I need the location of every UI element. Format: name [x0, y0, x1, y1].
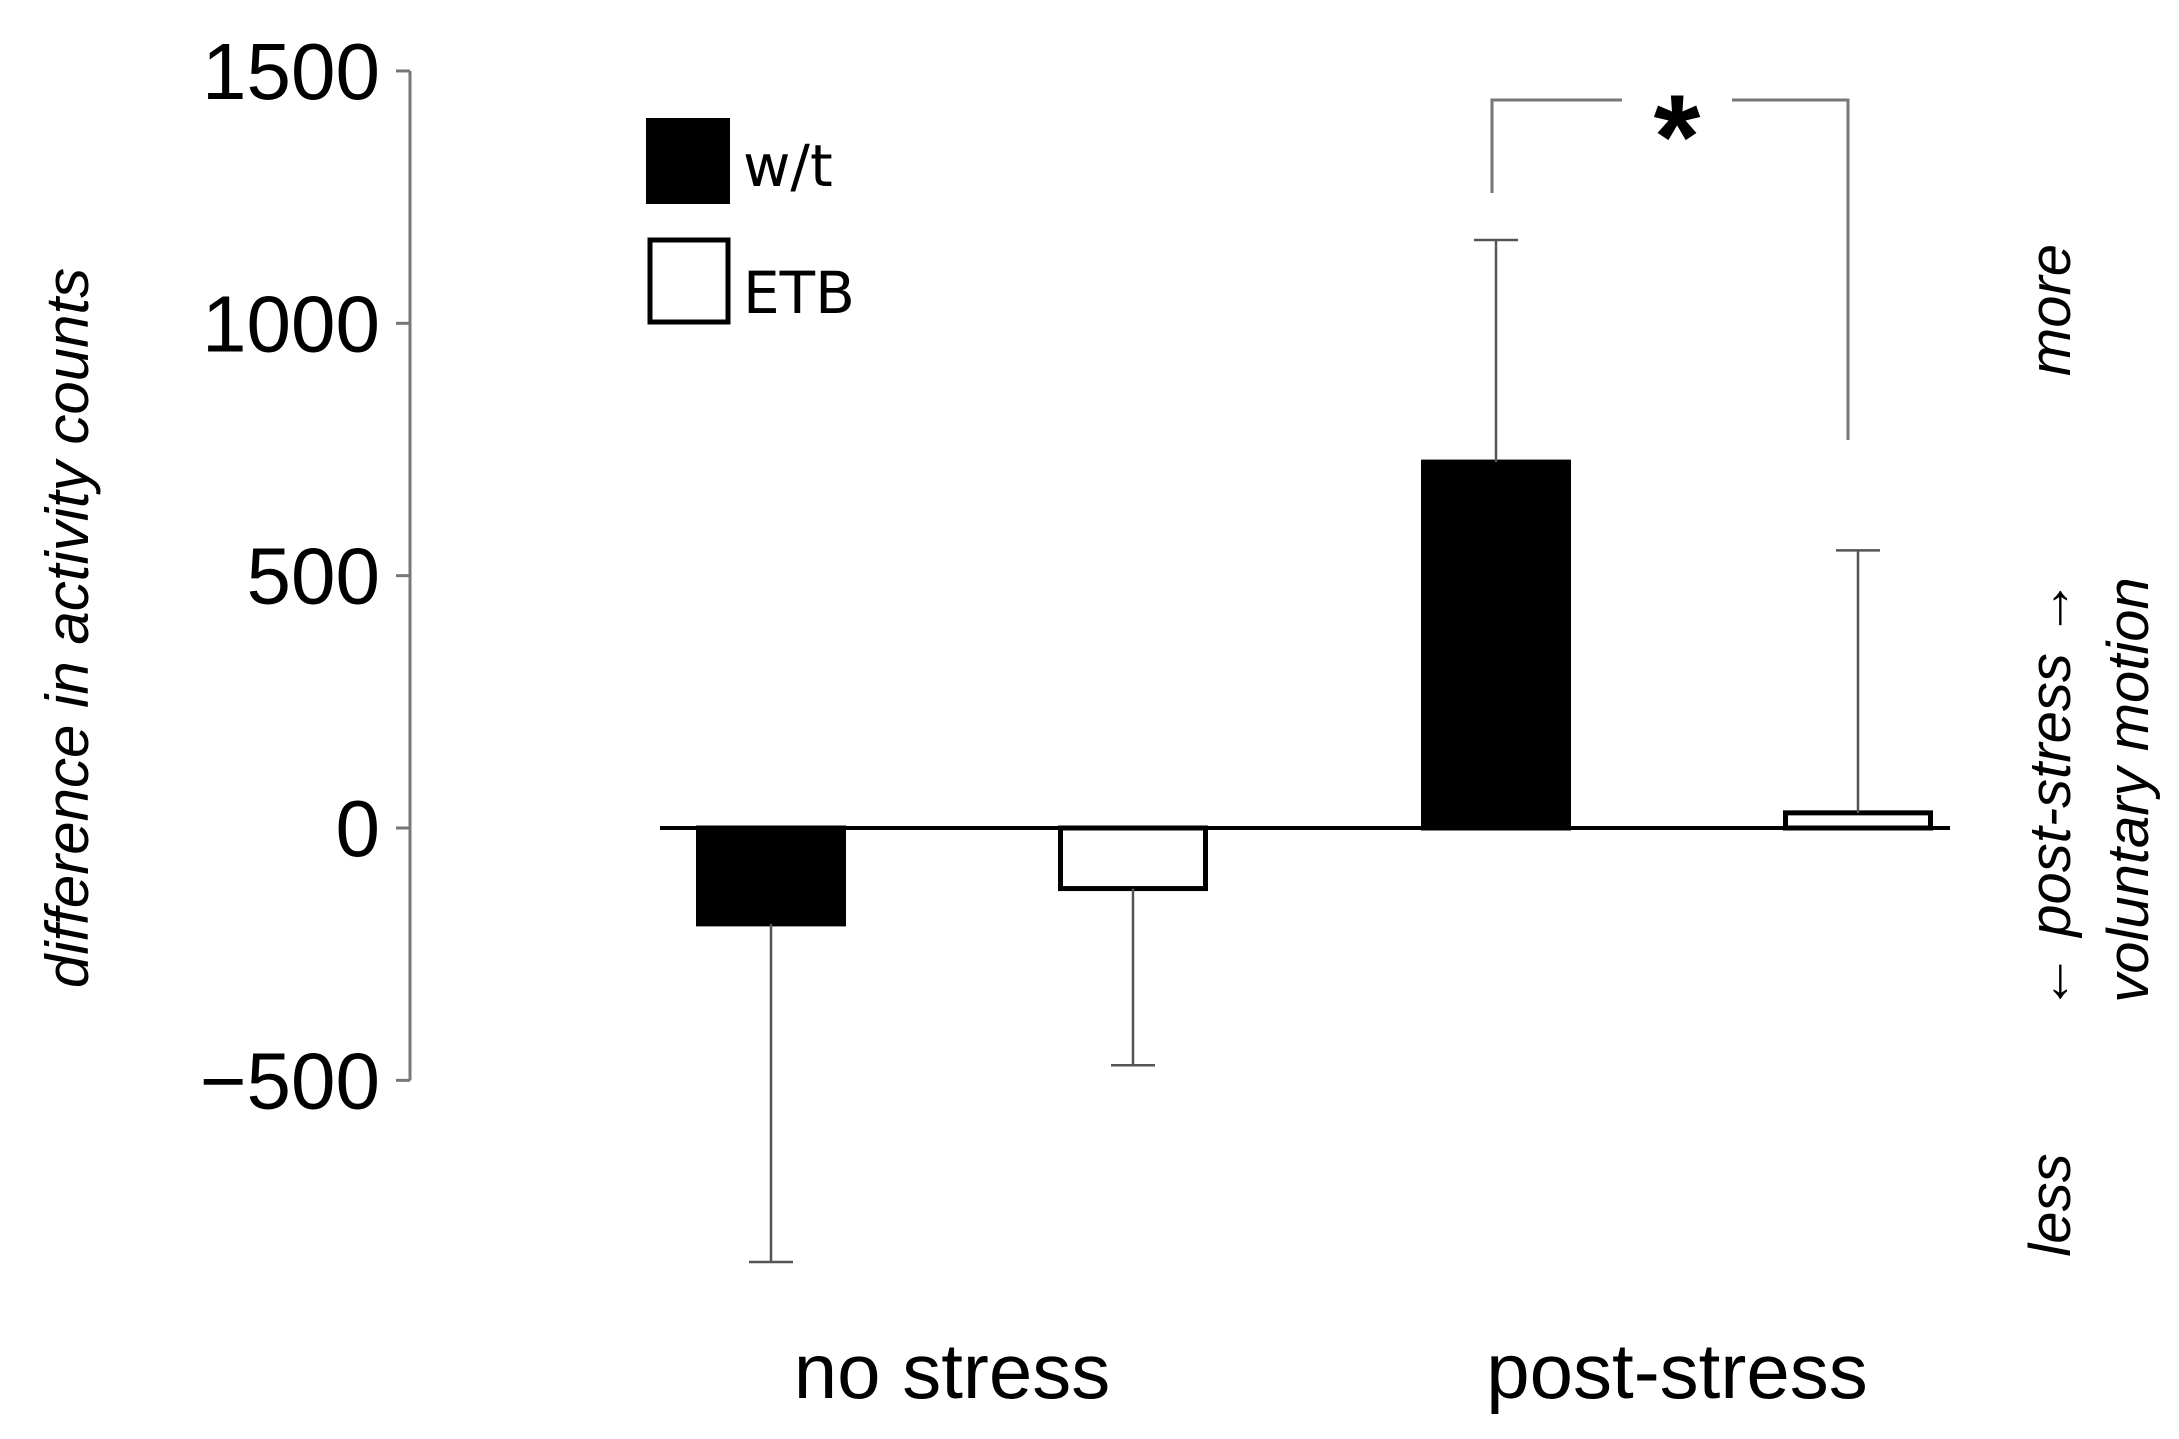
bar-etb-post-stress: [1783, 810, 1933, 831]
annotation-voluntary-motion: voluntary motion: [2096, 577, 2161, 1003]
motion-annotation: more ← post-stress → less voluntary moti…: [2018, 244, 2161, 1257]
category-label: no stress: [794, 1327, 1110, 1415]
bracket-right: [1732, 98, 1850, 440]
legend-label-etb: ETB: [743, 259, 855, 327]
category-label: post-stress: [1486, 1327, 1867, 1415]
y-tick-label: 1500: [202, 27, 380, 116]
y-tick-label: 500: [247, 532, 380, 621]
annotation-more: more: [2018, 244, 2083, 376]
significance-star: *: [1654, 70, 1701, 204]
category-labels: no stress post-stress: [794, 1327, 1868, 1415]
y-tick-label: 0: [336, 784, 381, 873]
y-axis-label: difference in activity counts: [34, 268, 101, 988]
y-axis: [396, 69, 412, 1082]
legend-swatch-etb: [647, 237, 731, 325]
annotation-less: less: [2018, 1153, 2083, 1256]
y-tick-labels: −500 0 500 1000 1500: [200, 27, 380, 1125]
y-tick-label: −500: [200, 1036, 380, 1125]
bars: [696, 459, 1933, 927]
legend-label-wt: w/t: [743, 132, 833, 200]
bracket-left: [1490, 98, 1622, 193]
significance-bracket: *: [1490, 70, 1850, 440]
legend-swatch-wt: [646, 118, 730, 204]
bar-wt-post-stress: [1421, 459, 1571, 831]
bar-wt-no-stress: [696, 825, 846, 927]
bar-etb-no-stress: [1058, 825, 1208, 892]
error-bars: [749, 238, 1880, 1264]
legend: w/t ETB: [646, 118, 855, 327]
annotation-direction: ← post-stress →: [2018, 579, 2083, 1011]
y-tick-label: 1000: [202, 279, 380, 368]
